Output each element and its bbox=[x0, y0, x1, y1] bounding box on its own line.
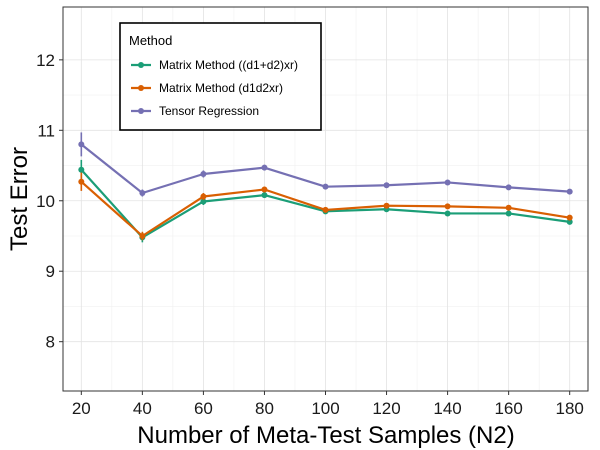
y-tick-label: 9 bbox=[46, 262, 55, 281]
data-point bbox=[78, 166, 85, 173]
x-tick-label: 180 bbox=[555, 399, 583, 418]
data-point bbox=[200, 170, 207, 177]
x-axis-title: Number of Meta-Test Samples (N2) bbox=[137, 422, 514, 449]
legend-key-point bbox=[138, 62, 144, 68]
data-point bbox=[383, 182, 390, 189]
y-tick-label: 10 bbox=[36, 192, 55, 211]
y-tick-label: 11 bbox=[37, 121, 55, 140]
data-point bbox=[444, 210, 451, 217]
series-2 bbox=[78, 172, 573, 241]
data-point bbox=[383, 202, 390, 209]
data-point bbox=[322, 206, 329, 213]
legend-label: Matrix Method (d1d2xr) bbox=[159, 81, 283, 95]
legend-key-point bbox=[138, 108, 144, 114]
y-axis-title: Test Error bbox=[6, 147, 33, 251]
data-point bbox=[566, 188, 573, 195]
legend-items: Matrix Method ((d1+d2)xr) Matrix Method (… bbox=[131, 58, 298, 118]
x-tick-label: 140 bbox=[433, 399, 461, 418]
x-tick-label: 40 bbox=[133, 399, 152, 418]
grid-lines bbox=[63, 7, 588, 391]
data-point bbox=[261, 186, 268, 193]
data-point bbox=[322, 183, 329, 190]
x-tick-label: 100 bbox=[311, 399, 339, 418]
data-point bbox=[78, 178, 85, 185]
x-tick-label: 160 bbox=[494, 399, 522, 418]
series-layer bbox=[78, 132, 573, 243]
axes: 8 9 10 11 12 20 40 60 80 100 120 140 160 180 bbox=[36, 51, 584, 418]
legend-label: Tensor Regression bbox=[159, 104, 259, 118]
data-point bbox=[505, 210, 512, 217]
x-tick-label: 80 bbox=[255, 399, 274, 418]
x-tick-label: 60 bbox=[194, 399, 213, 418]
data-point bbox=[444, 179, 451, 186]
legend-label: Matrix Method ((d1+d2)xr) bbox=[159, 58, 298, 72]
data-point bbox=[139, 232, 146, 239]
data-point bbox=[566, 218, 573, 225]
data-point bbox=[566, 214, 573, 221]
data-point bbox=[505, 184, 512, 191]
x-tick-label: 120 bbox=[372, 399, 400, 418]
legend-box bbox=[119, 22, 322, 131]
y-tick-label: 8 bbox=[46, 333, 55, 352]
data-point bbox=[78, 141, 85, 148]
data-point bbox=[505, 204, 512, 211]
x-tick-label: 20 bbox=[72, 399, 91, 418]
data-point bbox=[261, 192, 268, 199]
data-point bbox=[200, 193, 207, 200]
legend-title: Method bbox=[129, 33, 172, 48]
data-point bbox=[444, 203, 451, 210]
legend: Method Matrix Method ((d1+d2)xr)Matrix M… bbox=[119, 22, 322, 131]
legend-key-point bbox=[138, 85, 144, 91]
data-point bbox=[261, 164, 268, 171]
data-point bbox=[139, 190, 146, 197]
series-3 bbox=[78, 132, 573, 197]
data-point bbox=[200, 198, 207, 205]
y-tick-label: 12 bbox=[36, 51, 55, 70]
